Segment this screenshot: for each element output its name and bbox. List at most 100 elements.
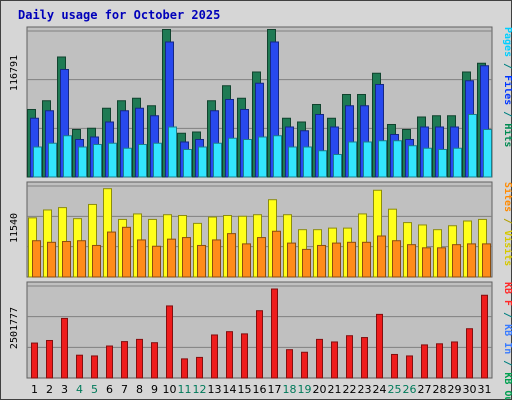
legend-label: Visits — [502, 230, 512, 266]
legend-label: / — [502, 354, 512, 372]
bar-kb-f-day-18 — [286, 349, 293, 379]
bar-kb-f-day-27 — [421, 344, 428, 379]
bar-sites-day-2 — [47, 241, 56, 278]
y-max-label: 11540 — [9, 213, 20, 243]
x-tick-label: 24 — [373, 383, 387, 396]
legend-labels: Pages / Files / Hits — [502, 27, 512, 147]
x-tick-label: 19 — [298, 383, 312, 396]
x-tick-label: 10 — [163, 383, 177, 396]
x-tick-label: 9 — [151, 383, 158, 396]
bar-pages-day-27 — [423, 147, 432, 178]
bar-sites-day-16 — [257, 237, 266, 278]
legend-label: / — [502, 212, 512, 230]
bar-pages-day-29 — [453, 147, 462, 178]
bar-kb-f-day-21 — [331, 341, 338, 379]
bar-kb-f-day-12 — [196, 356, 203, 379]
bar-kb-f-day-4 — [76, 354, 83, 379]
bar-pages-day-6 — [108, 142, 117, 178]
bar-sites-day-7 — [122, 226, 131, 278]
panel-kbytes: 2501777 KB F / KB In / KB Out — [9, 281, 512, 400]
x-tick-label: 27 — [418, 383, 432, 396]
bar-pages-day-23 — [363, 141, 372, 178]
bar-pages-day-5 — [93, 143, 102, 178]
panel-visits-sites: 11540 Sites / Visits — [9, 181, 512, 278]
bar-kb-f-day-8 — [136, 338, 143, 379]
bar-pages-day-16 — [258, 136, 267, 178]
bar-sites-day-28 — [437, 247, 446, 278]
bar-pages-day-2 — [48, 142, 57, 178]
bar-sites-day-22 — [347, 241, 356, 278]
x-tick-label: 29 — [448, 383, 462, 396]
bar-sites-day-15 — [242, 243, 251, 278]
bar-sites-day-10 — [167, 238, 176, 278]
bar-pages-day-9 — [153, 142, 162, 178]
bar-sites-day-23 — [362, 241, 371, 278]
x-tick-label: 30 — [463, 383, 477, 396]
bar-pages-day-20 — [318, 150, 327, 178]
bar-kb-f-day-1 — [31, 342, 38, 379]
bar-pages-day-15 — [243, 138, 252, 178]
bar-pages-day-31 — [483, 128, 492, 178]
bar-kb-f-day-22 — [346, 335, 353, 379]
bar-pages-day-1 — [33, 146, 42, 178]
x-tick-label: 16 — [253, 383, 267, 396]
bar-kb-f-day-13 — [211, 334, 218, 379]
bar-kb-f-day-10 — [166, 305, 173, 379]
x-tick-label: 1 — [31, 383, 38, 396]
bar-kb-f-day-24 — [376, 313, 383, 379]
bar-sites-day-24 — [377, 235, 386, 278]
x-tick-label: 21 — [328, 383, 342, 396]
bar-pages-day-30 — [468, 113, 477, 178]
bar-pages-day-18 — [288, 146, 297, 178]
bar-sites-day-14 — [227, 233, 236, 278]
bar-pages-day-8 — [138, 143, 147, 178]
x-tick-label: 3 — [61, 383, 68, 396]
y-max-label: 2501777 — [9, 307, 20, 349]
bar-sites-day-26 — [407, 244, 416, 278]
bar-sites-day-8 — [137, 239, 146, 278]
bar-sites-day-18 — [287, 242, 296, 278]
legend-labels: Sites / Visits — [502, 182, 512, 266]
x-tick-label: 11 — [178, 383, 192, 396]
bar-sites-day-1 — [32, 240, 41, 278]
x-tick-label: 5 — [91, 383, 98, 396]
bar-pages-day-13 — [213, 142, 222, 178]
x-tick-label: 4 — [76, 383, 83, 396]
bar-pages-day-4 — [78, 146, 87, 178]
bar-kb-f-day-29 — [451, 341, 458, 379]
bar-kb-f-day-16 — [256, 310, 263, 379]
bar-kb-f-day-5 — [91, 355, 98, 379]
x-tick-label: 20 — [313, 383, 327, 396]
bar-pages-day-25 — [393, 140, 402, 178]
x-tick-label: 6 — [106, 383, 113, 396]
legend-label: Files — [502, 75, 512, 105]
bar-pages-day-3 — [63, 135, 72, 178]
bar-sites-day-5 — [92, 244, 101, 278]
bar-sites-day-27 — [422, 247, 431, 278]
bar-kb-f-day-28 — [436, 343, 443, 379]
bar-sites-day-19 — [302, 248, 311, 278]
legend-label: / — [502, 306, 512, 324]
x-tick-label: 25 — [388, 383, 402, 396]
bar-kb-f-day-19 — [301, 351, 308, 379]
bar-kb-f-day-17 — [271, 288, 278, 379]
bar-kb-f-day-14 — [226, 331, 233, 379]
bar-pages-day-26 — [408, 145, 417, 178]
legend-label: Pages — [502, 27, 512, 57]
bar-sites-day-30 — [467, 243, 476, 278]
bar-kb-f-day-2 — [46, 339, 53, 379]
legend-label: / — [502, 105, 512, 123]
bar-pages-day-11 — [183, 148, 192, 178]
x-tick-label: 14 — [223, 383, 237, 396]
bar-sites-day-3 — [62, 241, 71, 278]
bar-kb-f-day-23 — [361, 337, 368, 379]
bar-pages-day-19 — [303, 146, 312, 178]
x-tick-label: 15 — [238, 383, 252, 396]
x-tick-label: 28 — [433, 383, 447, 396]
bar-pages-day-14 — [228, 137, 237, 178]
x-tick-label: 22 — [343, 383, 357, 396]
bar-kb-f-day-6 — [106, 345, 113, 379]
x-tick-label: 31 — [478, 383, 492, 396]
